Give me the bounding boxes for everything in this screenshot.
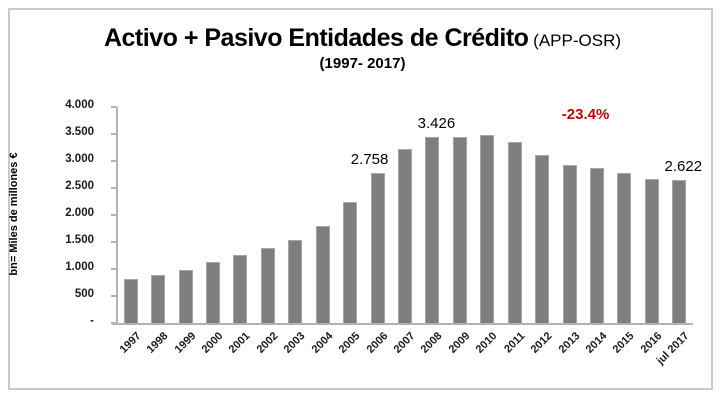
bar-2012 xyxy=(535,154,550,323)
bar-2004 xyxy=(315,225,330,323)
y-tick-mark xyxy=(111,214,117,216)
bar-2007 xyxy=(398,148,412,323)
bar-2009 xyxy=(452,137,467,323)
y-axis-title: bn= Miles de millones € xyxy=(8,152,20,276)
bar-2011 xyxy=(507,142,522,323)
chart-title-main: Activo + Pasivo Entidades de Crédito xyxy=(103,24,529,52)
bar-2016 xyxy=(644,178,659,323)
chart-title-block: Activo + Pasivo Entidades de Crédito (AP… xyxy=(0,24,725,72)
y-tick-mark xyxy=(111,322,117,324)
bar-2008 xyxy=(425,137,440,323)
bar-2001 xyxy=(233,254,248,323)
bar-2000 xyxy=(206,262,220,323)
y-tick-mark xyxy=(111,133,117,135)
bar-1997 xyxy=(123,278,138,323)
y-axis-line xyxy=(116,107,118,323)
bar-2003 xyxy=(288,239,303,323)
plot-area: 1997 1998 1999 2000 2001 2002 2003 2004 2005 2006… xyxy=(111,105,702,367)
x-axis-line xyxy=(112,323,693,325)
y-tick-mark xyxy=(111,268,117,270)
bar-1999 xyxy=(178,270,193,323)
bar-2015 xyxy=(617,172,632,323)
y-tick-mark xyxy=(111,106,117,108)
data-label-jul-2017: 2.622 xyxy=(664,158,703,176)
chart-title: Activo + Pasivo Entidades de Crédito (AP… xyxy=(0,24,725,53)
data-label-2008: 3.426 xyxy=(417,114,456,132)
bar-2014 xyxy=(590,168,604,323)
data-label-2013: -23.4% xyxy=(561,105,610,123)
bar-2010 xyxy=(480,135,495,323)
chart-subtitle: (1997- 2017) xyxy=(319,54,406,72)
bar-2006 xyxy=(370,173,385,323)
bar-jul-2017 xyxy=(672,180,687,323)
bar-1998 xyxy=(151,275,166,323)
chart-title-suffix: (APP-OSR) xyxy=(528,31,622,50)
bar-2005 xyxy=(343,201,358,323)
y-tick-mark xyxy=(111,241,117,243)
y-tick-mark xyxy=(111,295,117,297)
y-tick-mark xyxy=(111,187,117,189)
data-label-2006: 2.758 xyxy=(350,151,389,169)
y-tick-mark xyxy=(111,160,117,162)
bar-2002 xyxy=(260,248,275,323)
bar-2013 xyxy=(562,164,577,323)
